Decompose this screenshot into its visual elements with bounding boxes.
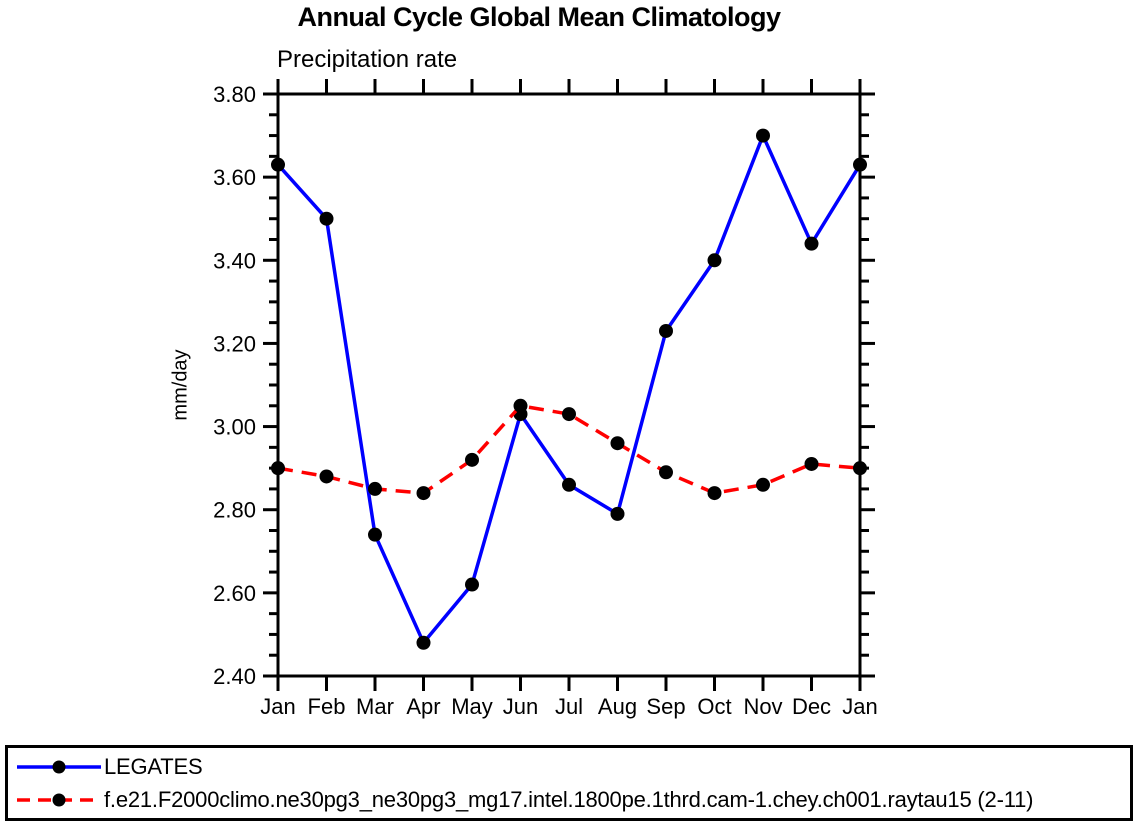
- data-point: [853, 157, 867, 172]
- legend-line-sample-dashed: [17, 793, 101, 806]
- x-tick-label: Dec: [792, 694, 831, 719]
- data-point: [756, 128, 770, 143]
- x-tick-label: Jun: [503, 694, 538, 719]
- data-point: [659, 323, 673, 338]
- data-point: [319, 211, 334, 226]
- data-point: [853, 461, 867, 476]
- data-point: [804, 456, 819, 471]
- x-tick-label: Feb: [308, 694, 346, 719]
- legend-marker-dot: [52, 793, 66, 806]
- y-tick-label: 2.80: [213, 498, 256, 523]
- data-point: [610, 436, 625, 451]
- data-point: [271, 157, 285, 172]
- y-tick-label: 3.00: [213, 415, 256, 440]
- x-tick-label: May: [451, 694, 493, 719]
- data-point: [513, 398, 528, 413]
- series-line-0: [276, 131, 862, 647]
- data-point: [465, 452, 479, 467]
- data-point: [368, 481, 382, 496]
- x-tick-label: Jan: [260, 694, 295, 719]
- data-point: [756, 477, 770, 492]
- data-point: [562, 407, 576, 422]
- x-tick-label: Aug: [598, 694, 637, 719]
- plot-border: [276, 92, 862, 678]
- x-tick-label: Jul: [555, 694, 583, 719]
- data-point: [319, 469, 334, 484]
- legend-item-model: f.e21.F2000climo.ne30pg3_ne30pg3_mg17.in…: [14, 783, 1128, 816]
- data-point: [707, 253, 722, 268]
- x-tick-label: Sep: [646, 694, 685, 719]
- legend-marker-dot: [52, 760, 66, 773]
- x-tick-label: Mar: [356, 694, 394, 719]
- y-tick-label: 3.80: [213, 82, 256, 107]
- x-tick-label: Jan: [842, 694, 877, 719]
- legend-label-model: f.e21.F2000climo.ne30pg3_ne30pg3_mg17.in…: [104, 786, 1034, 812]
- data-point: [271, 461, 285, 476]
- y-tick-label: 3.20: [213, 331, 256, 356]
- legend-label-legates: LEGATES: [104, 753, 203, 779]
- chart-subtitle: Precipitation rate: [277, 46, 458, 73]
- legend-line-sample-solid: [17, 760, 101, 773]
- data-point: [416, 486, 431, 501]
- data-point: [416, 635, 431, 650]
- legend-item-legates: LEGATES: [14, 750, 1128, 783]
- y-tick-label: 2.40: [213, 664, 256, 689]
- data-point: [707, 486, 722, 501]
- chart-title: Annual Cycle Global Mean Climatology: [297, 2, 781, 32]
- data-point: [610, 506, 625, 521]
- x-tick-label: Oct: [697, 694, 731, 719]
- y-tick-label: 3.40: [213, 248, 256, 273]
- y-tick-label: 2.60: [213, 581, 256, 606]
- data-point: [562, 477, 576, 492]
- legend: LEGATES f.e21.F2000climo.ne30pg3_ne30pg3…: [5, 745, 1133, 821]
- x-tick-label: Apr: [406, 694, 440, 719]
- plot-area: Jan Feb Mar Apr May Jun Jul Aug Sep Oct Nov Dec Jan2…: [213, 79, 878, 719]
- data-point: [804, 236, 819, 251]
- data-point: [368, 527, 382, 542]
- y-tick-label: 3.60: [213, 165, 256, 190]
- data-point: [465, 577, 479, 592]
- data-point: [659, 465, 673, 480]
- x-tick-label: Nov: [743, 694, 782, 719]
